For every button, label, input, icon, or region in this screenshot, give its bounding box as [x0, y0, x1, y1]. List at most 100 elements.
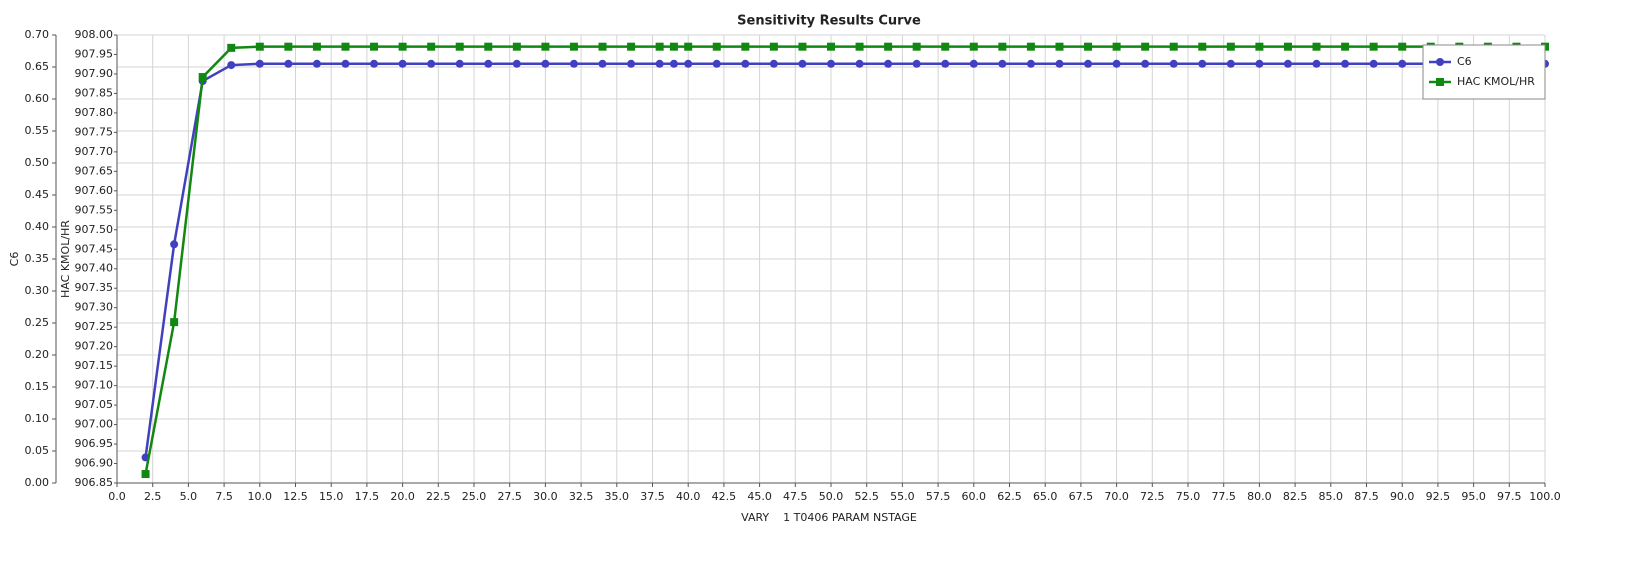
y2-tick-label: 907.25	[75, 320, 114, 333]
marker	[512, 59, 521, 68]
marker	[655, 59, 664, 68]
marker	[598, 59, 607, 68]
marker	[669, 59, 678, 68]
x-tick-label: 20.0	[390, 490, 415, 503]
x-axis-title: VARY 1 T0406 PARAM NSTAGE	[741, 511, 917, 524]
marker	[1436, 78, 1444, 86]
marker	[255, 59, 264, 68]
marker	[684, 59, 693, 68]
x-tick-label: 70.0	[1104, 490, 1129, 503]
y2-axis-title: HAC KMOL/HR	[59, 220, 72, 298]
marker	[1112, 42, 1121, 51]
x-tick-label: 37.5	[640, 490, 665, 503]
x-tick-label: 47.5	[783, 490, 808, 503]
y-axis-title: C6	[8, 252, 21, 267]
marker	[370, 59, 379, 68]
legend: C6 HAC KMOL/HR	[1422, 44, 1546, 100]
marker	[484, 59, 493, 68]
marker	[227, 61, 236, 70]
marker	[1198, 42, 1207, 51]
marker	[712, 59, 721, 68]
marker	[1026, 59, 1035, 68]
y2-tick-label: 907.05	[75, 398, 114, 411]
marker	[569, 59, 578, 68]
x-tick-label: 90.0	[1390, 490, 1415, 503]
marker	[455, 42, 464, 51]
marker	[569, 42, 578, 51]
marker	[1369, 42, 1378, 51]
y2-tick-label: 907.70	[75, 145, 114, 158]
marker	[541, 59, 550, 68]
y-tick-label: 0.10	[25, 412, 50, 425]
x-tick-label: 52.5	[854, 490, 879, 503]
marker	[1255, 42, 1264, 51]
grid	[116, 34, 1546, 484]
marker	[941, 59, 950, 68]
marker	[398, 42, 407, 51]
marker	[227, 43, 236, 52]
y2-tick-label: 907.85	[75, 86, 114, 99]
marker	[912, 42, 921, 51]
marker	[1198, 59, 1207, 68]
marker	[855, 59, 864, 68]
y-tick-label: 0.50	[25, 156, 50, 169]
marker	[198, 73, 207, 82]
x-tick-label: 77.5	[1211, 490, 1236, 503]
x-tick-label: 32.5	[569, 490, 594, 503]
marker	[1112, 59, 1121, 68]
x-tick-label: 65.0	[1033, 490, 1058, 503]
y2-tick-label: 907.50	[75, 223, 114, 236]
x-tick-label: 75.0	[1176, 490, 1201, 503]
marker	[1341, 59, 1350, 68]
chart-title: Sensitivity Results Curve	[737, 14, 921, 29]
marker	[341, 59, 350, 68]
marker	[798, 42, 807, 51]
y-tick-label: 0.45	[25, 188, 50, 201]
marker	[627, 59, 636, 68]
y2-tick-label: 907.35	[75, 281, 114, 294]
marker	[170, 318, 179, 327]
marker	[769, 42, 778, 51]
x-tick-label: 92.5	[1426, 490, 1451, 503]
y-tick-label: 0.55	[25, 124, 50, 137]
y2-tick-label: 907.80	[75, 106, 114, 119]
y2-tick-label: 907.45	[75, 242, 114, 255]
y2-tick-label: 906.95	[75, 437, 114, 450]
x-tick-label: 10.0	[248, 490, 273, 503]
y-tick-label: 0.30	[25, 284, 50, 297]
x-tick-label: 2.5	[144, 490, 162, 503]
marker	[1312, 59, 1321, 68]
marker	[484, 42, 493, 51]
marker	[912, 59, 921, 68]
y2-tick-label: 906.90	[75, 457, 114, 470]
marker	[1026, 42, 1035, 51]
marker	[1084, 59, 1093, 68]
x-tick-label: 100.0	[1529, 490, 1561, 503]
marker	[741, 42, 750, 51]
marker	[341, 42, 350, 51]
legend-box	[1422, 44, 1546, 100]
marker	[684, 42, 693, 51]
x-tick-label: 30.0	[533, 490, 558, 503]
marker	[1169, 59, 1178, 68]
marker	[884, 42, 893, 51]
marker	[541, 42, 550, 51]
marker	[398, 59, 407, 68]
marker	[370, 42, 379, 51]
x-tick-label: 80.0	[1247, 490, 1272, 503]
y2-tick-label: 907.65	[75, 164, 114, 177]
marker	[1226, 42, 1235, 51]
marker	[1141, 42, 1150, 51]
marker	[1226, 59, 1235, 68]
marker	[884, 59, 893, 68]
marker	[284, 59, 293, 68]
marker	[1341, 42, 1350, 51]
x-tick-label: 15.0	[319, 490, 344, 503]
marker	[598, 42, 607, 51]
y2-tick-label: 907.30	[75, 301, 114, 314]
marker	[969, 59, 978, 68]
marker	[655, 42, 664, 51]
